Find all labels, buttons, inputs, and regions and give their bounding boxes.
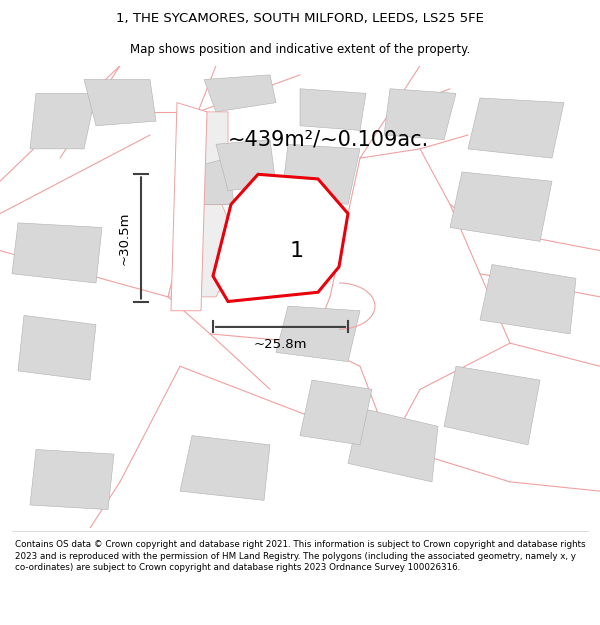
Polygon shape: [234, 228, 300, 283]
Polygon shape: [84, 79, 156, 126]
Polygon shape: [192, 158, 234, 204]
Text: ~30.5m: ~30.5m: [117, 211, 130, 264]
Text: Contains OS data © Crown copyright and database right 2021. This information is : Contains OS data © Crown copyright and d…: [15, 540, 586, 572]
Polygon shape: [30, 449, 114, 509]
Text: ~439m²/~0.109ac.: ~439m²/~0.109ac.: [228, 129, 429, 149]
Polygon shape: [18, 316, 96, 380]
Text: ~25.8m: ~25.8m: [254, 339, 307, 351]
Text: 1: 1: [290, 241, 304, 261]
Polygon shape: [204, 75, 276, 112]
Polygon shape: [282, 144, 360, 204]
Polygon shape: [12, 223, 102, 283]
Polygon shape: [216, 139, 276, 191]
Polygon shape: [300, 380, 372, 445]
Polygon shape: [171, 102, 207, 311]
Polygon shape: [168, 204, 240, 297]
Polygon shape: [213, 174, 348, 301]
Polygon shape: [30, 93, 96, 149]
Polygon shape: [348, 408, 438, 482]
Polygon shape: [444, 366, 540, 445]
Polygon shape: [192, 112, 228, 204]
Polygon shape: [450, 172, 552, 241]
Polygon shape: [180, 436, 270, 501]
Polygon shape: [384, 89, 456, 139]
Text: 1, THE SYCAMORES, SOUTH MILFORD, LEEDS, LS25 5FE: 1, THE SYCAMORES, SOUTH MILFORD, LEEDS, …: [116, 12, 484, 25]
Polygon shape: [276, 306, 360, 362]
Polygon shape: [468, 98, 564, 158]
Polygon shape: [300, 89, 366, 131]
Text: Map shows position and indicative extent of the property.: Map shows position and indicative extent…: [130, 42, 470, 56]
Polygon shape: [480, 264, 576, 334]
